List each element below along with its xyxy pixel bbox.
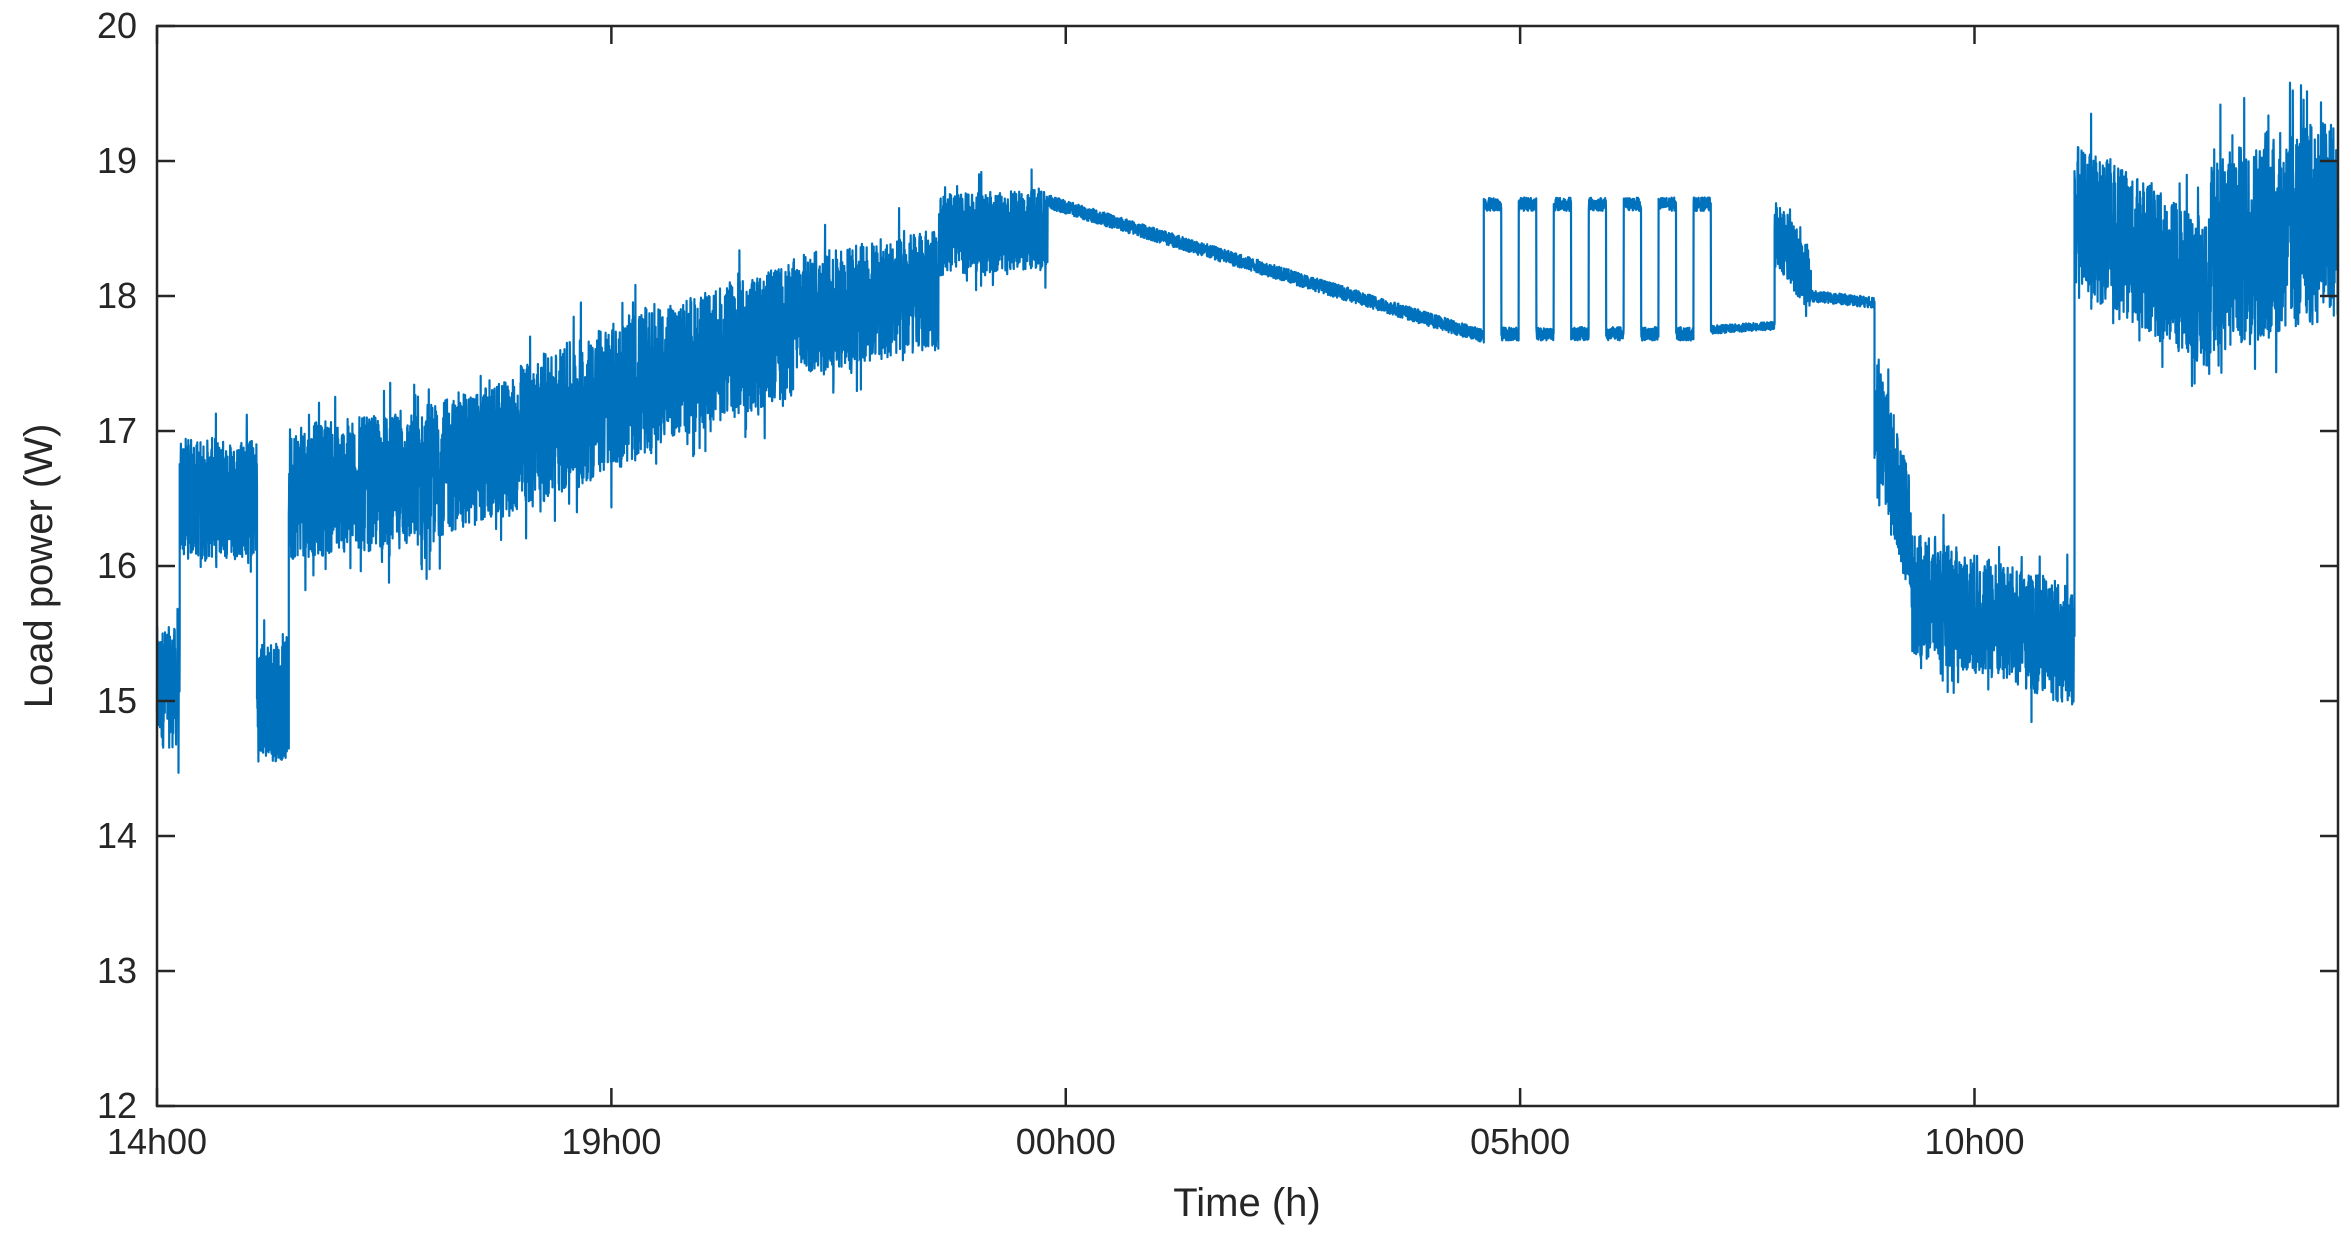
x-tick-label: 10h00 bbox=[1924, 1121, 2024, 1162]
plot-background bbox=[157, 26, 2338, 1106]
x-tick-label: 00h00 bbox=[1016, 1121, 1116, 1162]
y-tick-label: 17 bbox=[97, 410, 137, 451]
load-power-series-line bbox=[155, 81, 2340, 774]
y-tick-label: 12 bbox=[97, 1085, 137, 1126]
y-tick-label: 16 bbox=[97, 545, 137, 586]
series-layer bbox=[155, 81, 2340, 774]
y-tick-label: 14 bbox=[97, 815, 137, 856]
x-tick-label: 05h00 bbox=[1470, 1121, 1570, 1162]
x-axis-title: Time (h) bbox=[1173, 1181, 1320, 1225]
x-tick-label: 19h00 bbox=[561, 1121, 661, 1162]
tick-labels: 12 13 14 15 16 17 18 19 20 14h00 19h00 00h00 05h00 10… bbox=[97, 5, 2025, 1162]
plot-frame bbox=[155, 24, 2340, 1108]
y-tick-label: 18 bbox=[97, 275, 137, 316]
y-tick-label: 19 bbox=[97, 140, 137, 181]
y-tick-label: 13 bbox=[97, 950, 137, 991]
x-tick-label: 14h00 bbox=[107, 1121, 207, 1162]
y-tick-label: 15 bbox=[97, 680, 137, 721]
y-tick-label: 20 bbox=[97, 5, 137, 46]
y-axis-title: Load power (W) bbox=[17, 424, 61, 709]
